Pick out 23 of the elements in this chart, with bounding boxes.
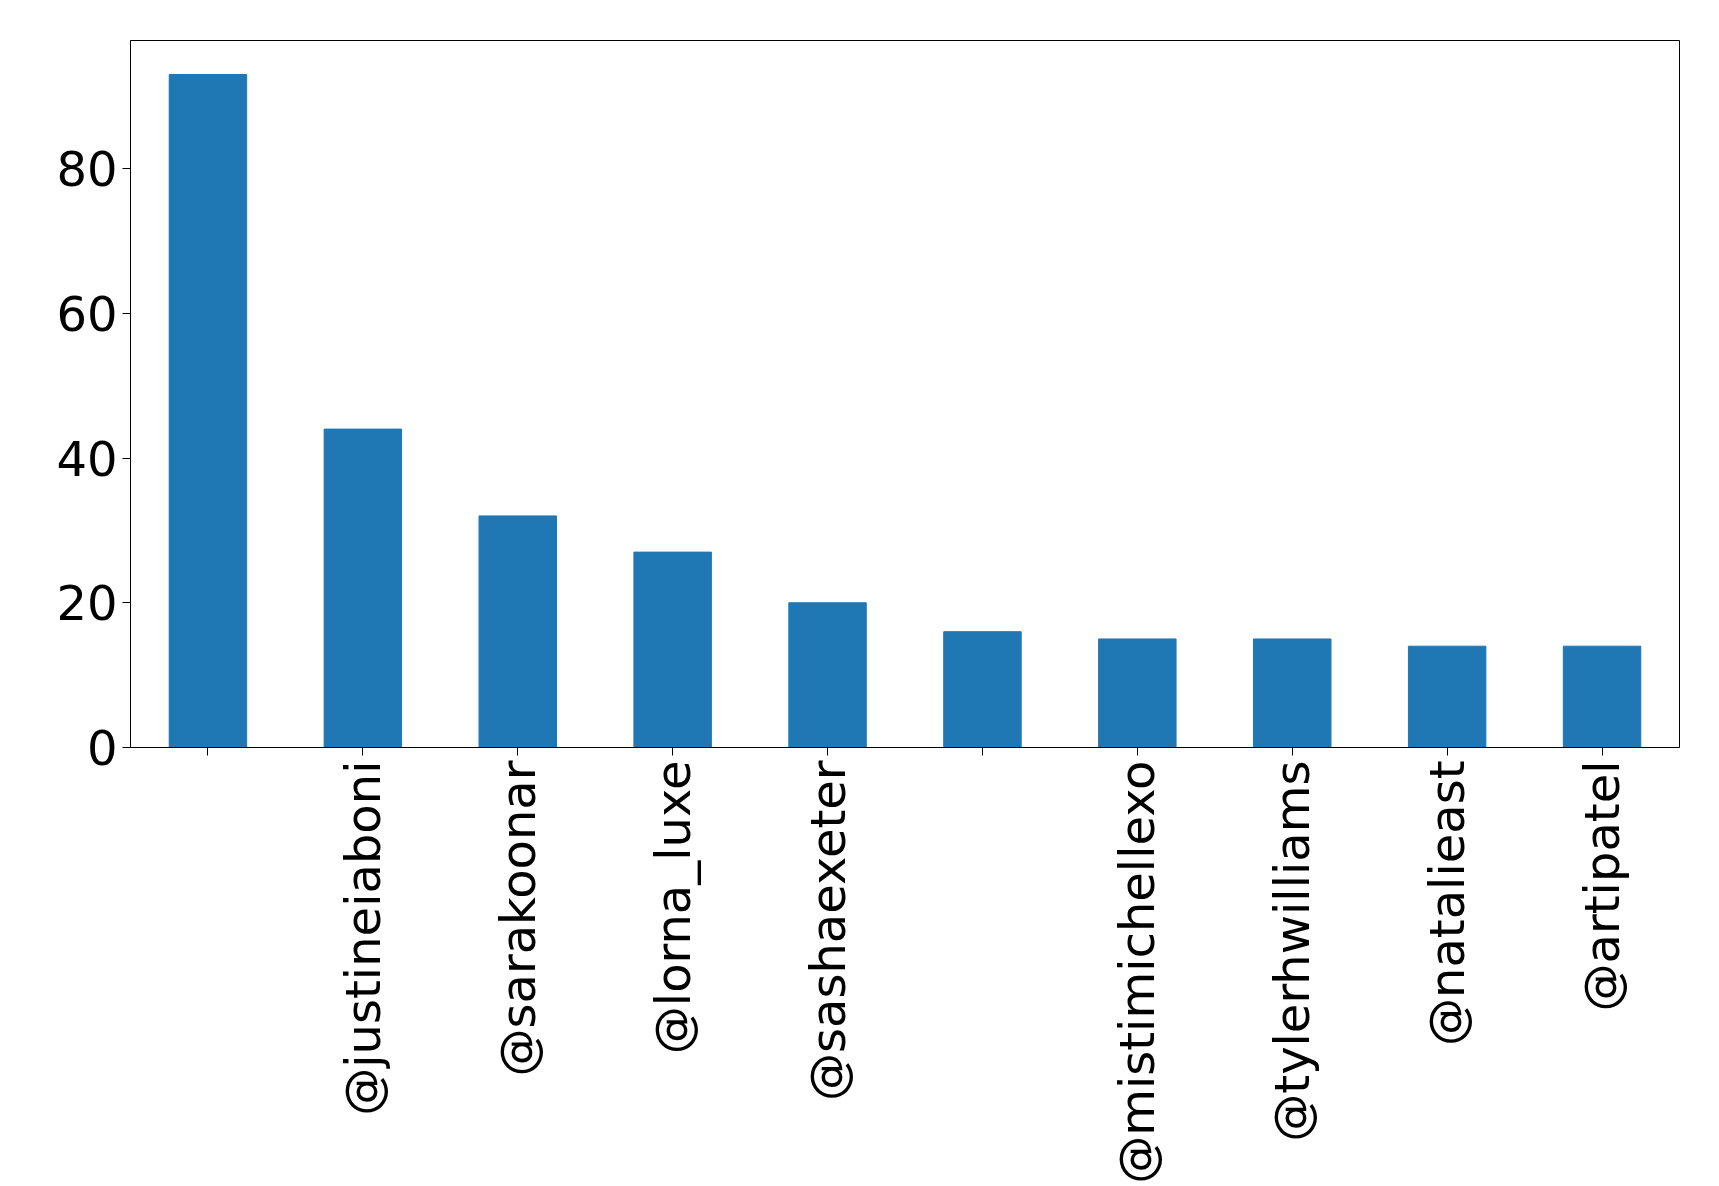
x-tick-label: @sashaexeter (799, 760, 856, 1101)
bar (1098, 638, 1177, 748)
bar (478, 515, 557, 748)
x-tick-label: @sarakoonar (489, 760, 546, 1077)
bar (788, 602, 867, 748)
bar (323, 428, 403, 748)
x-tick-label: @mistimichellexo (1109, 760, 1166, 1184)
bar (168, 74, 248, 748)
bar (1562, 645, 1642, 748)
y-tick-label: 60 (56, 285, 118, 342)
x-tick-label: @natalieast (1419, 760, 1476, 1047)
x-tick-label: @artipatel (1574, 760, 1631, 1012)
bar (1253, 638, 1332, 748)
bar (943, 631, 1022, 748)
bar (633, 551, 712, 748)
y-tick-label: 0 (86, 720, 118, 776)
y-tick-label: 20 (56, 575, 118, 632)
x-tick-label: @justineiaboni (334, 760, 391, 1116)
x-tick-label: @tylerhwilliams (1264, 760, 1321, 1142)
x-tick-label: @lorna_luxe (644, 760, 701, 1055)
y-tick-label: 40 (56, 430, 118, 487)
y-tick-label: 80 (56, 141, 118, 198)
bar (1407, 645, 1487, 748)
